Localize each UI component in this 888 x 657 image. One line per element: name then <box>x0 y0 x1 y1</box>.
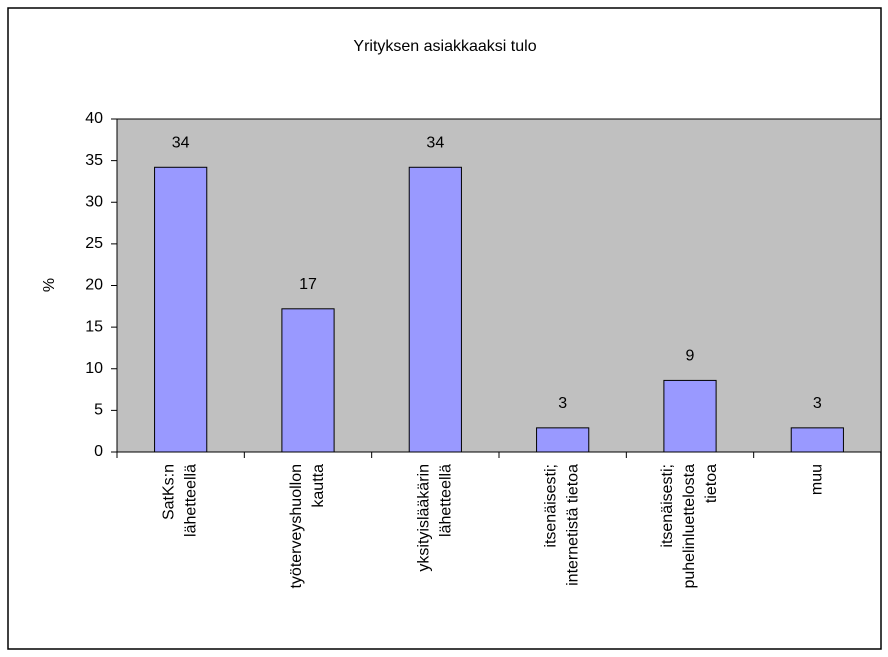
data-label: 17 <box>299 276 317 293</box>
bar <box>408 166 462 453</box>
y-tick-label: 35 <box>85 152 103 169</box>
y-tick-label: 15 <box>85 318 103 335</box>
bar <box>281 308 335 453</box>
y-tick-label: 10 <box>85 360 103 377</box>
x-tick-label: yksityislääkärin lähetteellä <box>416 464 455 572</box>
plot-area <box>116 118 882 453</box>
data-label: 34 <box>426 135 444 152</box>
data-label: 3 <box>558 395 567 412</box>
x-tick-label: SatKs:n lähetteellä <box>161 464 200 537</box>
data-label: 34 <box>172 135 190 152</box>
x-tick-label: muu <box>809 464 826 495</box>
data-label: 9 <box>686 348 695 365</box>
y-tick-label: 40 <box>85 110 103 127</box>
bar <box>154 166 208 453</box>
y-axis-label: % <box>41 278 58 292</box>
data-label: 3 <box>813 395 822 412</box>
bar <box>663 379 717 453</box>
y-tick-label: 20 <box>85 277 103 294</box>
y-tick-label: 0 <box>94 443 103 460</box>
bar <box>790 427 844 453</box>
y-tick-label: 30 <box>85 193 103 210</box>
y-tick-label: 5 <box>94 402 103 419</box>
x-tick-label: itsenäisesti; internetistä tietoa <box>543 464 582 586</box>
y-tick-label: 25 <box>85 235 103 252</box>
x-tick-label: työterveyshuollon kautta <box>288 464 327 589</box>
chart-title: Yrityksen asiakkaaksi tulo <box>353 38 536 55</box>
bar <box>536 427 590 453</box>
x-tick-label: itsenäisesti; puhelinluettelosta tietoa <box>659 464 720 589</box>
